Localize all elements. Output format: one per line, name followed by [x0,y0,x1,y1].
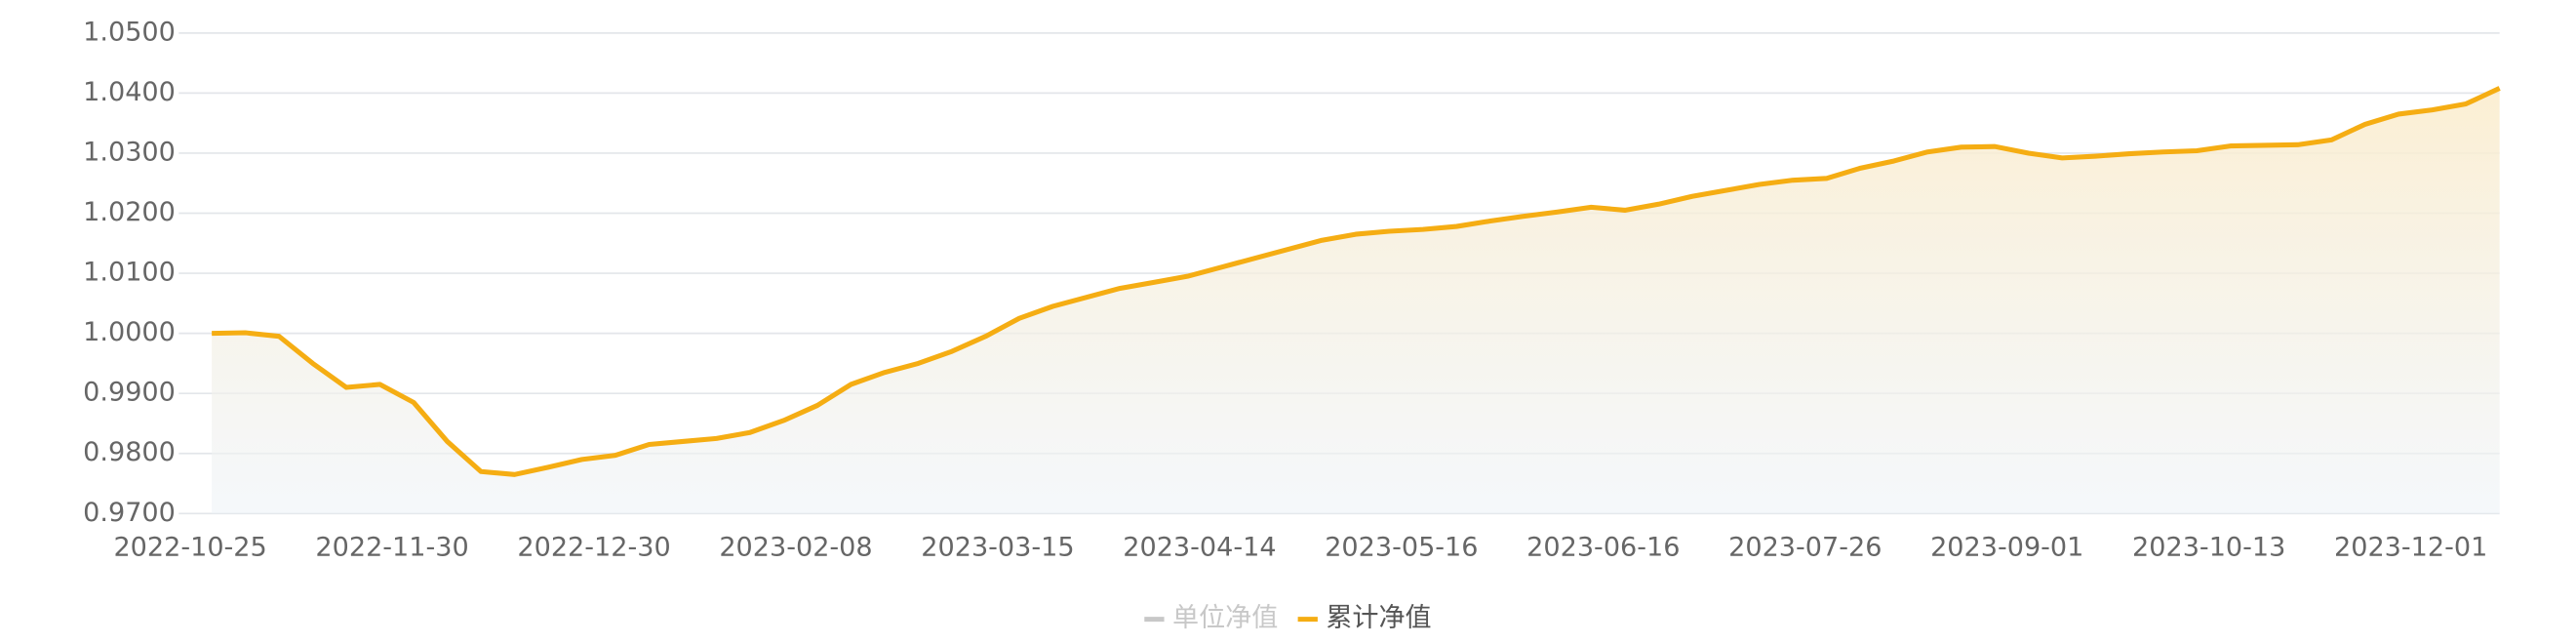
x-tick-label: 2022-12-30 [517,532,670,562]
x-tick-label: 2023-02-08 [719,532,872,562]
y-tick-label: 1.0200 [83,197,176,227]
legend-label: 累计净值 [1326,603,1431,633]
line [212,86,2501,477]
x-tick-label: 2023-06-16 [1526,532,1680,562]
legend-item[interactable]: 单位净值 [1144,603,1278,633]
y-tick-label: 1.0100 [83,258,176,288]
x-tick-label: 2022-10-25 [113,532,266,562]
y-tick-label: 0.9900 [83,378,176,408]
x-tick-label: 2022-11-30 [315,532,468,562]
x-tick-label: 2023-10-13 [2132,532,2285,562]
y-tick-label: 0.9800 [83,437,176,467]
x-tick-label: 2023-12-01 [2334,532,2487,562]
x-tick-label: 2023-09-01 [1930,532,2083,562]
area [212,88,2500,514]
x-tick-label: 2023-03-15 [921,532,1074,562]
x-tick-label: 2023-04-14 [1123,532,1276,562]
y-tick-label: 1.0300 [83,137,176,167]
legend-label: 单位净值 [1172,603,1278,633]
x-tick-label: 2023-07-26 [1728,532,1882,562]
y-tick-label: 0.9700 [83,498,176,528]
y-tick-label: 1.0500 [83,17,176,47]
legend-item[interactable]: 累计净值 [1297,603,1432,633]
x-tick-label: 2023-05-16 [1325,532,1478,562]
y-tick-label: 1.0400 [83,77,176,107]
y-tick-label: 1.0000 [83,317,176,347]
